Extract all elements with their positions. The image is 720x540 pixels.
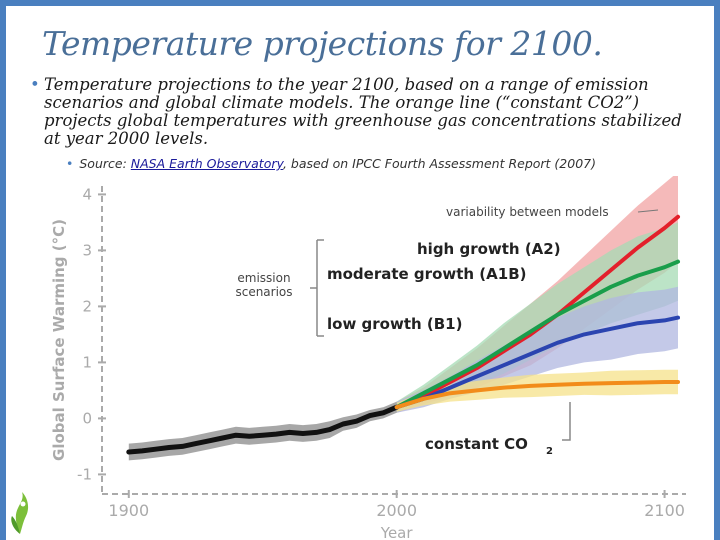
chart: -1 0 1 2 3 4 1900 2000 2100 Year Global Surface Wa…	[50, 176, 686, 540]
annotation-constant-pointer	[562, 402, 571, 441]
label-moderate-growth: moderate growth (A1B)	[327, 265, 527, 283]
band-high-growth	[396, 176, 678, 413]
y-tick-label: 1	[82, 353, 92, 371]
band-moderate-growth	[396, 222, 678, 413]
slide: Temperature projections for 2100. • Temp…	[6, 6, 714, 540]
axes: -1 0 1 2 3 4 1900 2000 2100 Year Global Surface Wa…	[50, 185, 686, 540]
y-tick-label: -1	[77, 465, 92, 483]
label-constant-co2: constant CO	[425, 435, 528, 453]
label-constant-co2-subscript: 2	[546, 446, 553, 457]
annotation-emission-line2: scenarios	[235, 285, 292, 299]
leaf-logo-icon	[11, 492, 29, 534]
x-tick-label: 1900	[108, 501, 149, 520]
line-moderate-growth	[394, 259, 680, 410]
source-link[interactable]: NASA Earth Observatory	[130, 156, 283, 171]
bullet-text: Temperature projections to the year 2100…	[44, 75, 682, 148]
band-constant-co2	[396, 369, 678, 412]
annotation-variability: variability between models	[446, 205, 609, 219]
slide-title: Temperature projections for 2100.	[42, 24, 603, 63]
y-tick-label: 2	[82, 297, 92, 315]
annotation-emission-line1: emission	[237, 271, 290, 285]
y-tick-label: 4	[82, 185, 92, 203]
source-suffix: , based on IPCC Fourth Assessment Report…	[282, 156, 596, 171]
line-historical	[126, 404, 400, 455]
annotations: variability between models high growth (A…	[235, 205, 659, 457]
label-low-growth: low growth (B1)	[327, 315, 462, 333]
x-tick-label: 2100	[644, 501, 685, 520]
x-tick-label: 2000	[376, 501, 417, 520]
line-constant-co2	[394, 380, 680, 410]
x-axis-label: Year	[380, 524, 414, 540]
y-tick-label: 0	[82, 409, 92, 427]
bullet-dot: •	[30, 75, 40, 94]
sub-bullet-dot: •	[66, 156, 74, 171]
annotation-variability-pointer	[637, 209, 659, 213]
y-axis-label: Global Surface Warming (°C)	[50, 219, 68, 461]
line-low-growth	[394, 315, 680, 410]
annotation-emission-bracket	[310, 239, 324, 337]
band-historical	[128, 401, 397, 461]
bullet-main: • Temperature projections to the year 21…	[30, 76, 702, 148]
label-high-growth: high growth (A2)	[417, 240, 561, 258]
bullet-source: • Source: NASA Earth Observatory, based o…	[66, 156, 596, 171]
y-tick-label: 3	[82, 241, 92, 259]
series-lines	[126, 214, 680, 455]
source-prefix: Source:	[79, 156, 131, 171]
